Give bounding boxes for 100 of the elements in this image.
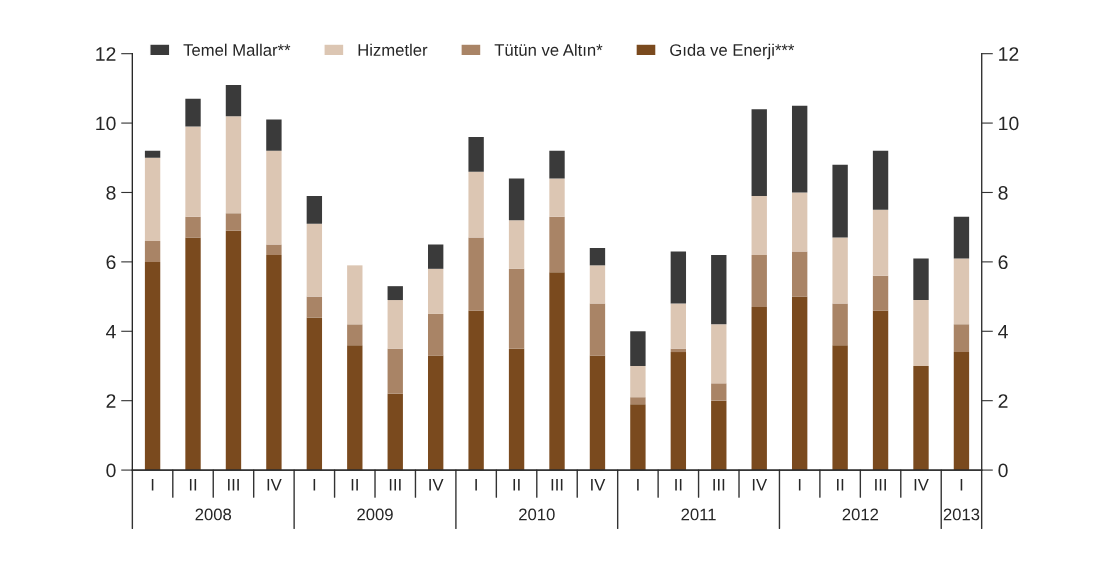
bar bbox=[306, 296, 323, 318]
bar bbox=[791, 192, 808, 252]
bar bbox=[630, 404, 646, 471]
bar bbox=[791, 105, 808, 193]
bar bbox=[913, 365, 929, 471]
text: 2012 bbox=[842, 508, 879, 521]
bar bbox=[751, 109, 767, 196]
bar bbox=[872, 150, 889, 210]
bar bbox=[711, 254, 727, 325]
x-tick-label: III bbox=[228, 479, 239, 491]
bar bbox=[872, 275, 889, 311]
bar bbox=[144, 261, 161, 471]
bar bbox=[266, 254, 282, 471]
y2-tick-label: 12 bbox=[999, 47, 1019, 61]
x-tick-label: III bbox=[551, 479, 563, 491]
x-tick-label: IV bbox=[914, 479, 929, 491]
x-tick-label: II bbox=[837, 479, 844, 491]
bar bbox=[144, 241, 161, 262]
text: 2011 bbox=[681, 508, 716, 521]
bar bbox=[589, 303, 606, 356]
x-tick-label: I bbox=[313, 479, 316, 491]
bar bbox=[549, 272, 565, 471]
bar bbox=[428, 355, 444, 471]
bar bbox=[589, 248, 606, 266]
bar bbox=[468, 237, 484, 311]
bar bbox=[306, 195, 323, 224]
bar bbox=[751, 254, 767, 307]
bar bbox=[872, 209, 889, 276]
bar bbox=[549, 178, 565, 217]
bar bbox=[266, 244, 282, 255]
bar bbox=[508, 178, 525, 221]
bar bbox=[670, 251, 687, 304]
bar bbox=[913, 300, 929, 366]
bar bbox=[468, 310, 484, 471]
bar bbox=[225, 230, 242, 471]
bar bbox=[347, 345, 363, 471]
bar bbox=[347, 324, 363, 346]
legend-label: Tütün ve Altın* bbox=[494, 43, 603, 56]
bar bbox=[144, 157, 161, 242]
bar bbox=[225, 213, 242, 231]
y2-tick-label: 4 bbox=[998, 324, 1008, 339]
x-tick-label: I bbox=[475, 479, 477, 491]
bar bbox=[953, 352, 970, 471]
bar bbox=[508, 348, 525, 471]
bar bbox=[872, 310, 889, 471]
bar bbox=[428, 313, 444, 356]
x-tick-label: IV bbox=[429, 479, 444, 491]
x-tick-label: IV bbox=[752, 479, 768, 491]
bar bbox=[670, 352, 687, 471]
bar bbox=[185, 237, 201, 471]
bar bbox=[144, 150, 161, 158]
bar bbox=[630, 365, 646, 398]
bar bbox=[670, 303, 687, 349]
bar bbox=[832, 164, 848, 238]
legend-label: Temel Mallar** bbox=[183, 43, 291, 56]
x-tick-label: III bbox=[875, 479, 886, 491]
x-tick-label: II bbox=[189, 479, 197, 491]
y-tick-label: 10 bbox=[96, 116, 116, 131]
bar bbox=[832, 303, 848, 346]
bar bbox=[508, 220, 525, 269]
bar bbox=[711, 324, 727, 384]
x-tick-label: I bbox=[798, 479, 801, 491]
bar bbox=[549, 150, 565, 179]
y-tick-label: 12 bbox=[96, 47, 116, 61]
bar bbox=[347, 265, 363, 325]
bar bbox=[387, 286, 403, 301]
bar bbox=[225, 84, 242, 117]
x-tick-label: IV bbox=[591, 479, 606, 491]
bar bbox=[387, 393, 403, 471]
bar bbox=[953, 216, 970, 259]
y2-tick-label: 0 bbox=[998, 463, 1008, 478]
bar bbox=[508, 268, 525, 349]
y-tick-label: 4 bbox=[106, 324, 116, 339]
y2-tick-label: 6 bbox=[998, 255, 1008, 270]
x-tick-label: IV bbox=[267, 479, 282, 491]
bar bbox=[751, 195, 767, 255]
bar bbox=[751, 306, 767, 471]
bar bbox=[953, 324, 970, 353]
bar bbox=[225, 116, 242, 214]
bar bbox=[185, 98, 201, 127]
x-tick-label: II bbox=[513, 479, 520, 491]
bar bbox=[306, 317, 323, 471]
x-tick-label: III bbox=[389, 479, 401, 491]
text: 2010 bbox=[519, 508, 555, 521]
bar bbox=[387, 348, 403, 394]
bar bbox=[428, 268, 444, 314]
bar bbox=[832, 345, 848, 471]
y2-tick-label: 8 bbox=[998, 185, 1008, 200]
bar bbox=[711, 383, 727, 401]
bar bbox=[832, 237, 848, 304]
x-tick-label: II bbox=[675, 479, 682, 491]
bar bbox=[791, 296, 808, 471]
bar bbox=[306, 223, 323, 297]
bar bbox=[589, 355, 606, 471]
text: 2013 bbox=[943, 508, 980, 521]
x-tick-label: I bbox=[960, 479, 963, 491]
y-tick-label: 8 bbox=[106, 185, 116, 200]
legend-label: Hizmetler bbox=[358, 43, 428, 56]
bar bbox=[913, 258, 929, 301]
bar bbox=[791, 251, 808, 297]
